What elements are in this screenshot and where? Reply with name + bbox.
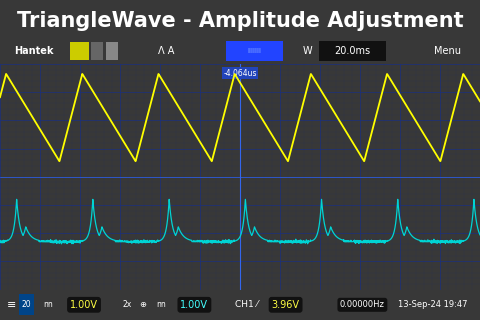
Text: TriangleWave - Amplitude Adjustment: TriangleWave - Amplitude Adjustment [17,11,463,31]
Text: ⊕: ⊕ [139,300,146,309]
Text: -4.064us: -4.064us [223,68,257,77]
Text: nn: nn [43,300,53,309]
Text: Λ A: Λ A [158,46,175,56]
Text: W: W [302,46,312,56]
Text: 1.00V: 1.00V [70,300,98,310]
Bar [226,41,283,61]
Text: 20: 20 [22,300,31,309]
Bar [106,42,118,60]
Text: 13-Sep-24 19:47: 13-Sep-24 19:47 [398,300,468,309]
Text: Hantek: Hantek [14,46,54,56]
Text: nn: nn [156,300,166,309]
Text: 3.96V: 3.96V [272,300,300,310]
Text: IIIIIII: IIIIIII [247,48,262,54]
Bar [19,294,34,316]
Text: 20.0ms: 20.0ms [335,46,371,56]
Text: ≡: ≡ [7,300,17,310]
Text: 1.00V: 1.00V [180,300,208,310]
Bar [91,42,103,60]
Bar [319,41,386,61]
Text: 0.00000Hz: 0.00000Hz [340,300,385,309]
Bar [70,42,89,60]
Text: CH1 ⁄: CH1 ⁄ [235,300,258,309]
Text: 2x: 2x [122,300,132,309]
Text: Menu: Menu [434,46,461,56]
